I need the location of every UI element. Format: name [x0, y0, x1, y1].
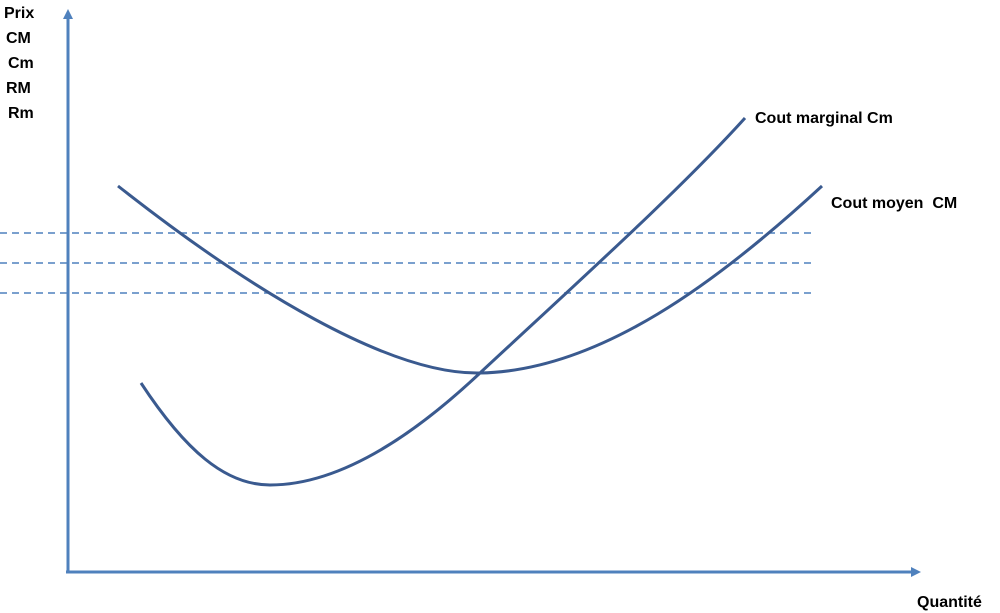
- x-axis-label-quantite: Quantité: [917, 594, 982, 611]
- y-axis-label-prix: Prix: [4, 5, 34, 22]
- y-axis-label-cm-lower: Cm: [8, 55, 34, 72]
- marginal-cost-label: Cout marginal Cm: [755, 110, 893, 127]
- average-cost-curve: [117, 184, 824, 375]
- average-cost-label: Cout moyen CM: [831, 195, 957, 212]
- y-axis-label-rm-upper: RM: [6, 80, 31, 97]
- y-axis-label-cm-upper: CM: [6, 30, 31, 47]
- marginal-cost-curve: [139, 116, 747, 487]
- y-axis-label-rm-lower: Rm: [8, 105, 34, 122]
